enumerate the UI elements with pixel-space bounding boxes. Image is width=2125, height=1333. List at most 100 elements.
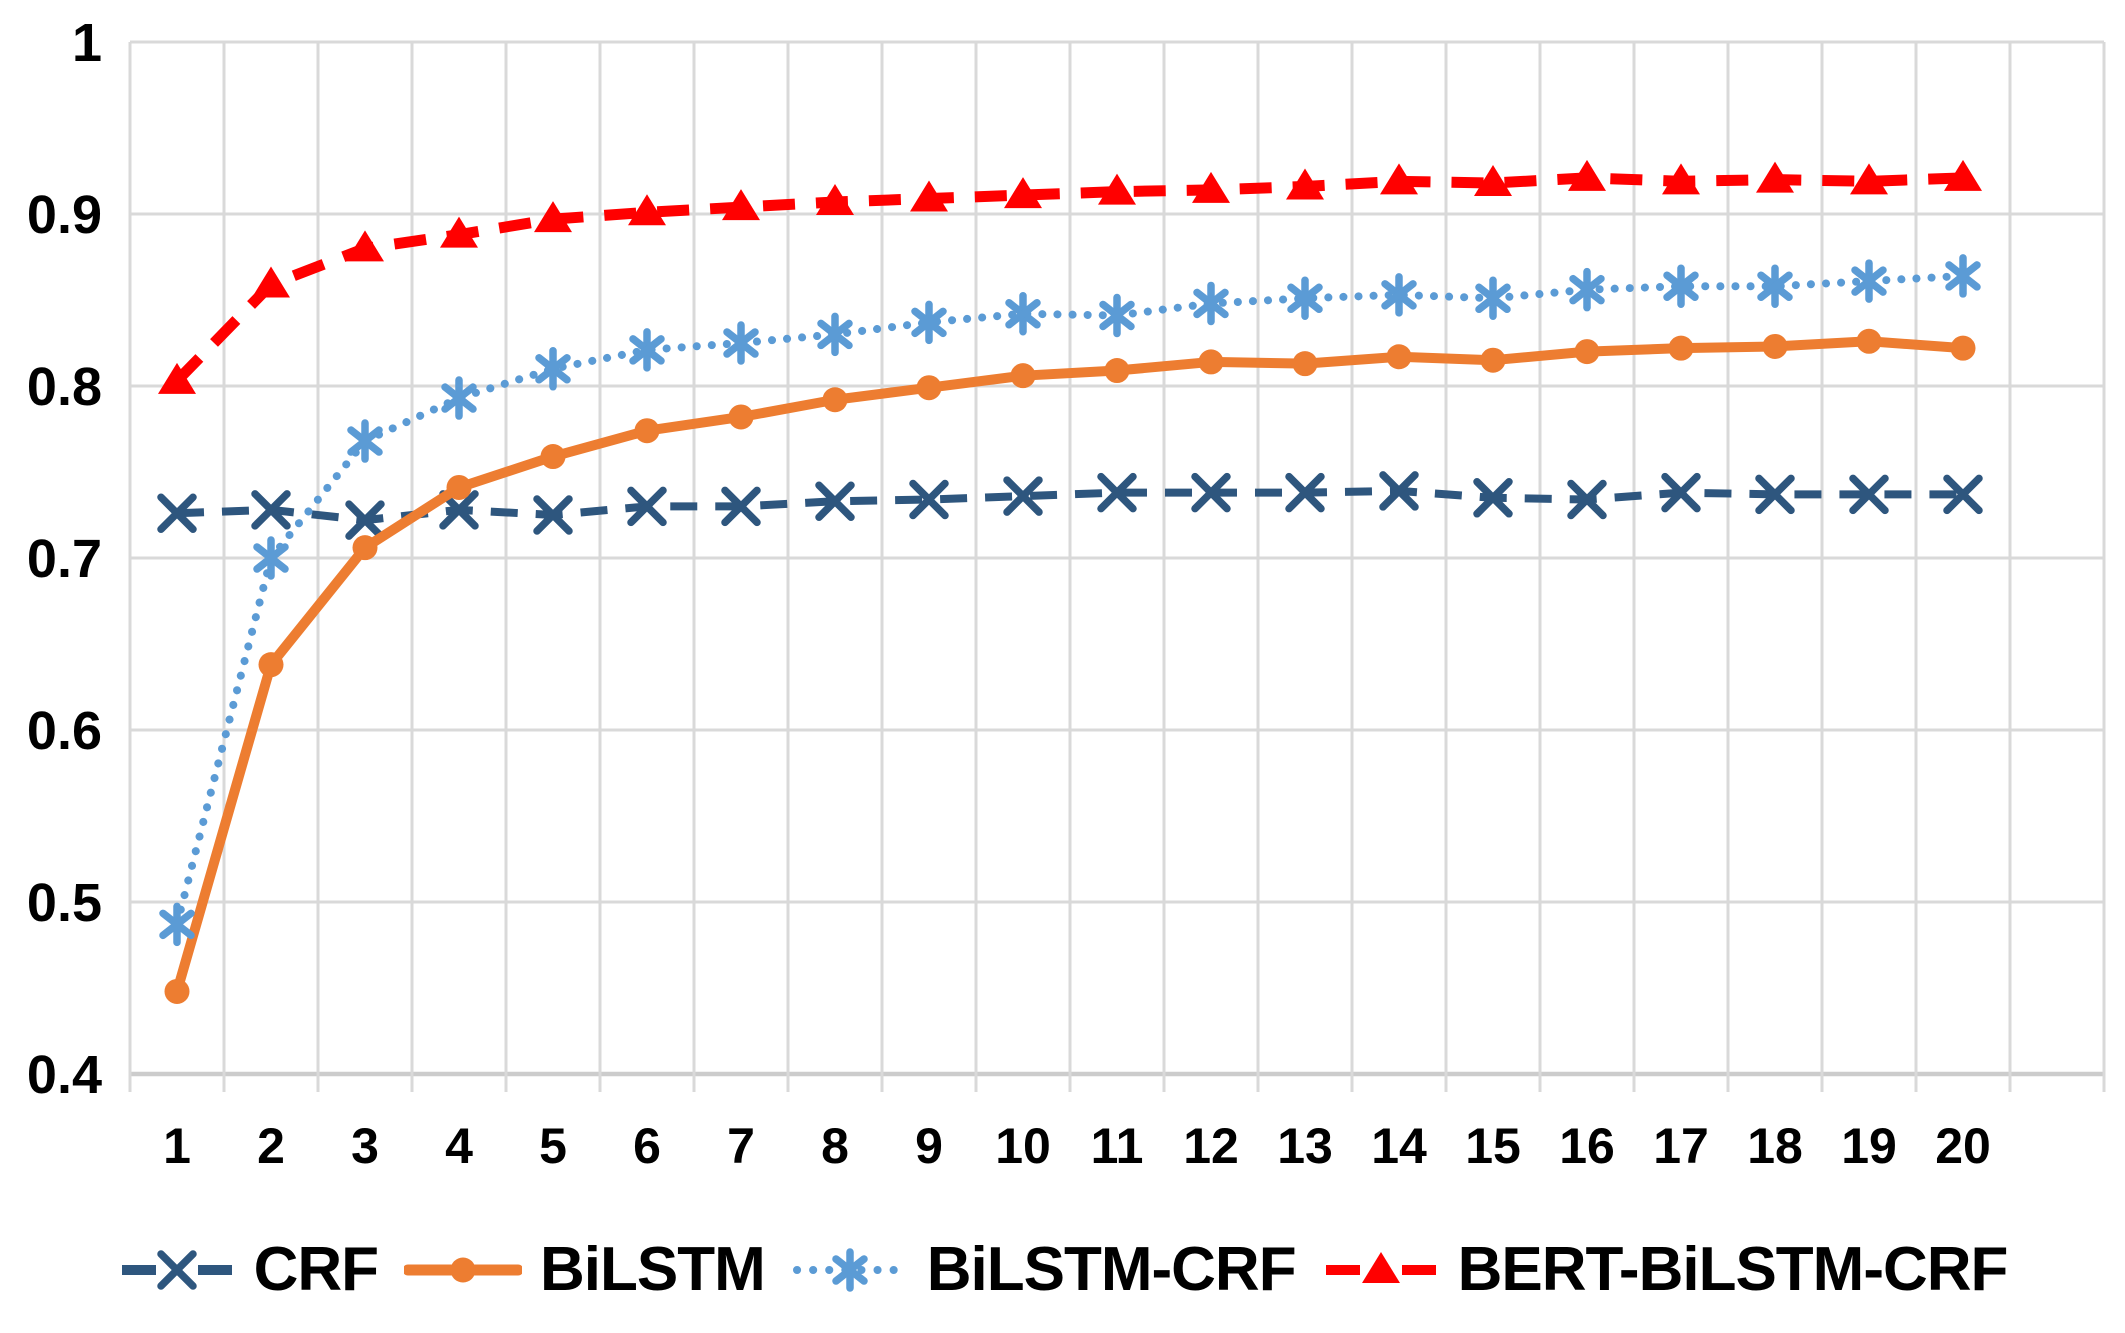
x-marker [251,490,291,530]
legend-label: BiLSTM-CRF [926,1235,1297,1304]
legend-item-bilstm-crf: BiLSTM-CRF [791,1234,1297,1305]
circle-marker [916,375,942,401]
asterisk-marker [347,426,383,456]
circle-marker [1856,328,1882,354]
asterisk-marker [159,909,195,940]
x-marker [1755,474,1795,515]
asterisk-marker [1851,266,1887,296]
x-marker [1379,471,1419,511]
triangle-marker [1361,1251,1400,1283]
x-marker [156,1249,197,1290]
x-marker [1943,474,1983,515]
series-bilstm-crf [159,254,1981,947]
x-tick-label: 13 [1277,1118,1333,1174]
triangle-marker [534,201,572,233]
series-line [172,336,1968,997]
asterisk-marker [911,307,947,338]
x-tick-label: 7 [727,1118,755,1174]
x-marker [1191,472,1231,513]
legend-item-bert-bilstm-crf: BERT-BiLSTM-CRF [1322,1234,2008,1305]
x-tick-label: 18 [1747,1118,1803,1174]
asterisk-marker [629,335,665,365]
circle-marker [540,444,566,470]
triangle-marker [1944,159,1982,191]
circle-marker [1292,351,1318,377]
legend-label: BERT-BiLSTM-CRF [1457,1235,2009,1304]
asterisk-marker [1663,271,1699,301]
circle-marker [352,535,378,561]
legend-swatch-bert-bilstm-crf [1325,1251,1436,1283]
legend-swatch-bilstm [404,1257,523,1282]
y-tick-label: 1 [72,13,102,73]
x-tick-label: 10 [995,1118,1051,1174]
x-marker [815,481,855,521]
legend-label: BiLSTM [540,1235,766,1304]
circle-marker [1574,339,1600,365]
x-tick-label: 14 [1371,1118,1427,1174]
asterisk-marker [253,543,289,573]
triangle-marker [628,194,666,226]
asterisk-marker [441,383,477,413]
series-crf [157,471,1983,540]
y-tick-label: 0.5 [27,873,102,933]
x-marker [439,490,479,530]
asterisk-marker [1005,299,1041,329]
x-tick-label: 6 [633,1118,661,1174]
x-tick-label: 17 [1653,1118,1709,1174]
x-tick-label: 3 [351,1118,379,1174]
circle-marker [1668,335,1694,361]
chart-legend: CRF BiLSTM BiLSTM-CRF BERT-BiLSTM-CRF [0,1212,2125,1327]
x-marker [721,486,761,527]
circle-marker [1010,363,1036,389]
legend-item-crf: CRF [118,1234,379,1305]
asterisk-marker [1945,261,1981,291]
x-marker [1849,474,1889,515]
x-marker [1003,476,1043,516]
asterisk-marker [832,1254,868,1285]
x-tick-label: 19 [1841,1118,1897,1174]
triangle-marker [252,266,290,298]
legend-label: CRF [253,1235,379,1304]
y-tick-label: 0.9 [27,185,102,245]
triangle-marker [1568,159,1606,191]
x-marker [533,495,573,535]
circle-marker [1104,358,1130,384]
x-tick-label: 20 [1935,1118,1991,1174]
circle-marker [1762,333,1788,359]
triangle-marker [1756,161,1794,193]
circle-marker [728,404,754,430]
triangle-marker [440,216,478,248]
x-marker [1473,478,1513,518]
x-marker [627,486,667,527]
triangle-marker [346,230,384,262]
triangle-marker [722,189,760,221]
x-tick-label: 11 [1091,1118,1144,1174]
x-marker [1661,472,1701,513]
triangle-marker [1850,163,1888,195]
circle-marker [1386,344,1412,370]
x-marker [1567,479,1607,520]
circle-marker [822,387,848,413]
x-axis-labels: 1 2 3 4 5 6 7 8 9 10 11 12 13 14 15 16 17 18 19 20 [163,1118,1991,1174]
triangle-marker [1192,171,1230,203]
triangle-marker [158,362,196,394]
triangle-marker [910,180,948,212]
x-marker [157,493,197,534]
series-bilstm [164,328,1976,1004]
triangle-marker [1380,163,1418,195]
triangle-marker [1286,168,1324,200]
asterisk-marker [1381,280,1417,310]
x-marker [1285,472,1325,513]
asterisk-marker [1287,283,1323,314]
asterisk-marker [1475,283,1511,314]
x-tick-label: 12 [1183,1118,1239,1174]
asterisk-marker [1193,288,1229,319]
x-tick-label: 9 [915,1118,943,1174]
x-marker [909,479,949,520]
x-tick-label: 15 [1465,1118,1521,1174]
plot-area: 10.90.80.70.60.50.41 2 3 4 5 6 7 8 9 10 11 12 13 14 15… [27,13,2106,1174]
circle-marker [258,652,284,678]
series-line [173,271,1967,929]
x-tick-label: 16 [1559,1118,1615,1174]
